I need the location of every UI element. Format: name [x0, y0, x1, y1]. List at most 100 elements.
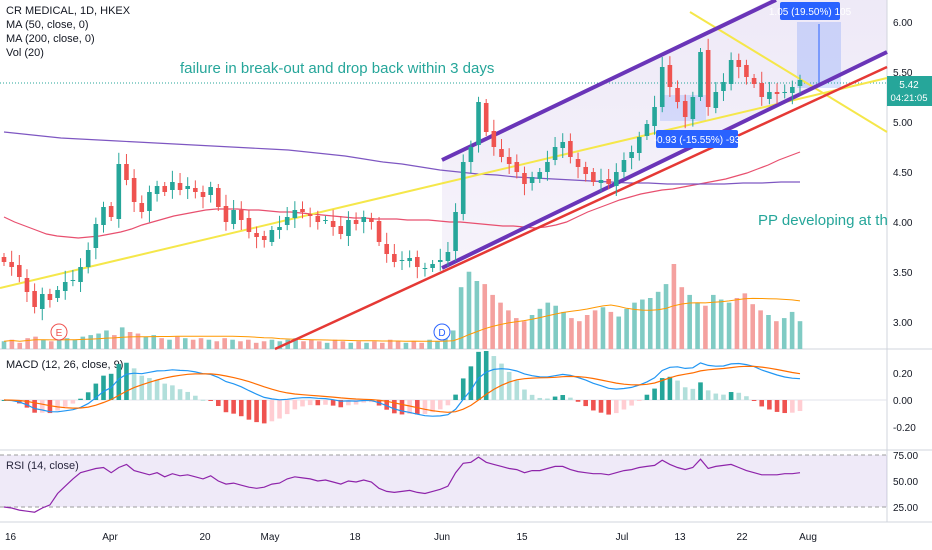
- volume-bar: [569, 318, 574, 349]
- candle-body: [759, 83, 765, 97]
- candle-body: [246, 218, 252, 232]
- macd-histogram-bar: [170, 385, 175, 400]
- volume-bar: [277, 341, 283, 349]
- macd-histogram-bar: [751, 400, 757, 401]
- macd-histogram-bar: [323, 400, 328, 405]
- dividend-marker[interactable]: [433, 323, 451, 341]
- volume-bar: [198, 338, 204, 349]
- candle-body: [261, 236, 267, 240]
- time-tick-label: Jul: [616, 532, 629, 543]
- failure-annotation[interactable]: failure in break-out and drop back withi…: [180, 60, 494, 77]
- volume-bar: [443, 338, 448, 349]
- candle-body: [216, 188, 221, 207]
- candle-body: [108, 206, 114, 217]
- macd-histogram-bar: [315, 400, 321, 406]
- volume-bar: [269, 339, 275, 349]
- candle-body: [629, 152, 634, 158]
- volume-bar: [458, 287, 464, 349]
- volume-bar: [632, 302, 637, 349]
- candle-body: [476, 102, 481, 145]
- macd-histogram-bar: [736, 392, 742, 400]
- candle-body: [430, 264, 435, 268]
- volume-legend[interactable]: Vol (20): [6, 47, 44, 59]
- candle-body: [437, 260, 443, 262]
- volume-bar: [119, 327, 125, 349]
- macd-histogram-bar: [70, 400, 76, 404]
- candle-body: [162, 186, 168, 192]
- macd-histogram-bar: [277, 400, 282, 419]
- candle-body: [499, 149, 504, 157]
- candle-body: [652, 107, 657, 126]
- macd-histogram-bar: [644, 394, 650, 400]
- candle-body: [483, 103, 489, 132]
- macd-histogram-bar: [261, 400, 267, 424]
- volume-bar: [521, 321, 527, 349]
- ma200-legend[interactable]: MA (200, close, 0): [6, 33, 95, 45]
- candle-body: [154, 186, 160, 194]
- volume-bar: [33, 336, 38, 349]
- macd-histogram-bar: [667, 376, 673, 400]
- macd-histogram-bar: [506, 371, 512, 400]
- candle-body: [223, 206, 229, 222]
- candle-body: [491, 131, 497, 147]
- macd-histogram-bar: [575, 400, 581, 402]
- macd-histogram-bar: [560, 395, 566, 400]
- measure-up-badge[interactable]: [780, 2, 840, 20]
- candle-body: [269, 230, 275, 242]
- macd-histogram-bar: [460, 378, 466, 400]
- volume-bar: [584, 315, 590, 349]
- volume-bar: [167, 339, 172, 349]
- macd-histogram-bar: [698, 382, 703, 400]
- volume-bar: [80, 336, 86, 349]
- volume-bar: [380, 342, 385, 349]
- candle-body: [407, 258, 412, 261]
- volume-bar: [490, 294, 495, 349]
- rsi-tick-label: 50.00: [893, 477, 918, 488]
- macd-histogram-bar: [514, 380, 520, 400]
- candle-body: [506, 157, 512, 164]
- macd-legend[interactable]: MACD (12, 26, close, 9): [6, 359, 124, 371]
- pp-annotation[interactable]: PP developing at th: [758, 212, 888, 229]
- time-tick-label: Jun: [434, 532, 450, 543]
- macd-histogram-bar: [407, 400, 412, 414]
- macd-histogram-bar: [782, 400, 787, 414]
- volume-bar: [104, 330, 109, 349]
- macd-histogram-bar: [759, 400, 765, 407]
- volume-bar: [301, 341, 306, 349]
- ma200-line: [3, 131, 800, 185]
- rsi-band: [0, 455, 887, 507]
- volume-bar: [88, 335, 93, 349]
- volume-bar: [56, 339, 62, 349]
- price-tick-label: 4.00: [893, 218, 913, 229]
- macd-histogram-bar: [437, 400, 443, 410]
- macd-histogram-bar: [522, 389, 527, 400]
- candle-body: [698, 52, 703, 97]
- candle-body: [47, 294, 53, 300]
- candle-body: [545, 162, 550, 172]
- macd-histogram-bar: [254, 400, 259, 423]
- volume-ma-line: [3, 297, 801, 342]
- earnings-marker[interactable]: [50, 323, 68, 341]
- volume-bar: [25, 338, 30, 349]
- candle-body: [751, 78, 757, 84]
- macd-histogram-bar: [636, 400, 642, 401]
- volume-bar: [151, 335, 157, 349]
- macd-histogram-bar: [399, 400, 405, 415]
- volume-bar: [332, 339, 338, 349]
- macd-histogram-bar: [193, 395, 198, 400]
- rsi-legend[interactable]: RSI (14, close): [6, 460, 79, 472]
- macd-histogram-bar: [790, 400, 795, 413]
- time-tick-label: 13: [674, 532, 686, 543]
- candle-body: [514, 162, 520, 172]
- macd-histogram-bar: [675, 380, 680, 400]
- ma50-legend[interactable]: MA (50, close, 0): [6, 19, 89, 31]
- macd-histogram-bar: [185, 391, 190, 400]
- candle-body: [185, 186, 190, 189]
- candle-body: [675, 88, 680, 102]
- volume-bar: [316, 341, 322, 349]
- volume-bar: [781, 318, 787, 349]
- measure-down-badge[interactable]: [656, 130, 738, 148]
- volume-bar: [206, 339, 212, 349]
- candle-body: [353, 220, 359, 224]
